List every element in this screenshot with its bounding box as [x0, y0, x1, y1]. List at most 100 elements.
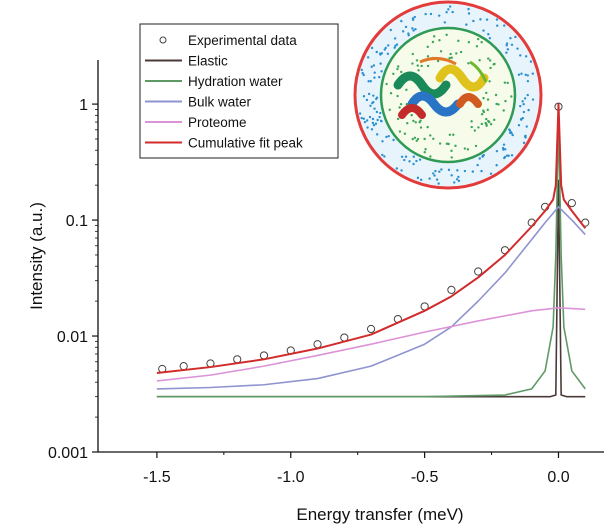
inset-water-dot: [523, 97, 527, 100]
inset-water-dot: [437, 182, 440, 185]
inset-water-dot: [526, 93, 529, 97]
inset-hydration-dot: [424, 148, 427, 151]
inset-water-dot: [362, 73, 365, 77]
data-point: [447, 285, 456, 294]
inset-water-dot: [371, 121, 375, 125]
legend-box: [139, 23, 339, 159]
inset-hydration-dot: [477, 126, 480, 129]
inset-water-dot: [411, 27, 414, 30]
inset-hydration-dot: [485, 122, 488, 126]
inset-water-dot: [476, 163, 479, 167]
inset-water-dot: [508, 131, 512, 135]
inset-water-dot: [507, 154, 510, 157]
inset-water-dot: [400, 169, 403, 172]
series-line-elastic: [156, 179, 586, 398]
inset-hydration-dot: [403, 132, 407, 135]
inset-hydration-dot: [466, 148, 470, 151]
inset-hydration-dot: [489, 66, 492, 70]
inset-hydration-dot: [480, 113, 484, 116]
inset-hydration-dot: [454, 144, 457, 148]
inset-hydration-dot: [431, 40, 435, 44]
inset-water-dot: [443, 21, 447, 24]
series-line-hydration-water: [156, 119, 586, 398]
inset-water-dot: [457, 175, 460, 179]
inset-water-dot: [383, 48, 386, 51]
inset-water-dot: [508, 129, 512, 132]
inset-water-dot: [379, 52, 382, 55]
y-tick-label: 1: [79, 97, 88, 114]
inset-hydration-dot: [438, 142, 442, 145]
inset-hydration-dot: [419, 126, 423, 129]
inset-water-dot: [440, 168, 443, 171]
inset-water-dot: [479, 18, 482, 21]
inset-hydration-dot: [488, 120, 491, 124]
inset-water-dot: [400, 155, 404, 159]
inset-hydration-dot: [385, 82, 388, 86]
inset-hydration-dot: [449, 52, 452, 56]
inset-hydration-dot: [447, 142, 450, 146]
inset-water-dot: [412, 155, 415, 158]
inset-hydration-dot: [400, 70, 403, 74]
inset-water-dot: [517, 73, 521, 76]
inset-hydration-dot: [489, 123, 493, 126]
inset-water-dot: [505, 44, 508, 47]
inset-water-dot: [482, 29, 485, 32]
inset-hydration-dot: [486, 108, 489, 112]
inset-water-dot: [457, 179, 461, 183]
inset-water-dot: [373, 107, 376, 110]
inset-water-dot: [401, 30, 405, 33]
inset-water-dot: [370, 128, 374, 131]
inset-water-dot: [465, 23, 468, 26]
inset-water-dot: [373, 71, 376, 74]
inset-water-dot: [411, 17, 415, 20]
legend-marker: [159, 36, 167, 44]
inset-water-dot: [375, 50, 378, 54]
inset-water-dot: [514, 35, 517, 39]
inset-water-dot: [394, 44, 397, 48]
inset-water-dot: [365, 98, 369, 102]
inset-water-dot: [522, 102, 525, 106]
data-point: [313, 340, 322, 349]
inset-hydration-dot: [485, 117, 488, 121]
inset-water-dot: [501, 146, 505, 150]
x-axis-ticks: -1.5 -1.0 -0.5 0.0: [143, 452, 570, 486]
inset-water-dot: [367, 92, 371, 96]
inset-water-dot: [360, 116, 363, 120]
inset-water-dot: [369, 80, 372, 83]
inset-hydration-dot: [473, 129, 477, 132]
inset-water-dot: [358, 112, 362, 115]
inset-water-dot: [408, 160, 411, 163]
inset-hydration-dot: [488, 80, 491, 83]
inset-hydration-dot: [405, 103, 408, 106]
data-point: [474, 267, 483, 276]
inset-hydration-dot: [470, 120, 473, 123]
inset-water-dot: [393, 46, 396, 49]
inset-hydration-dot: [398, 106, 401, 109]
inset-water-dot: [463, 169, 467, 173]
inset-hydration-dot: [416, 137, 420, 141]
inset-hydration-dot: [457, 39, 460, 43]
inset-hydration-dot: [412, 119, 415, 123]
inset-hydration-dot: [392, 72, 395, 76]
y-axis-title: Intensity (a.u.): [27, 202, 46, 310]
inset-water-dot: [519, 104, 522, 108]
inset-hydration-dot: [415, 59, 419, 62]
inset-water-dot: [438, 170, 441, 173]
inset-hydration-dot: [426, 45, 429, 49]
inset-hydration-dot: [488, 59, 492, 62]
inset-hydration-dot: [438, 38, 441, 42]
inset-hydration-dot: [510, 95, 513, 98]
inset-water-dot: [415, 159, 418, 163]
inset-hydration-dot: [445, 33, 448, 37]
inset-hydration-dot: [448, 56, 451, 60]
inset-hydration-dot: [480, 122, 484, 126]
x-tick-label: -0.5: [411, 469, 439, 486]
inset-water-dot: [448, 5, 452, 8]
legend-label: Proteome: [188, 115, 247, 130]
inset-water-dot: [495, 149, 499, 153]
inset-water-dot: [510, 43, 514, 46]
inset-hydration-circle: [379, 26, 517, 164]
protein-hydration-inset: [353, 0, 543, 190]
series-line-proteome: [156, 307, 586, 382]
